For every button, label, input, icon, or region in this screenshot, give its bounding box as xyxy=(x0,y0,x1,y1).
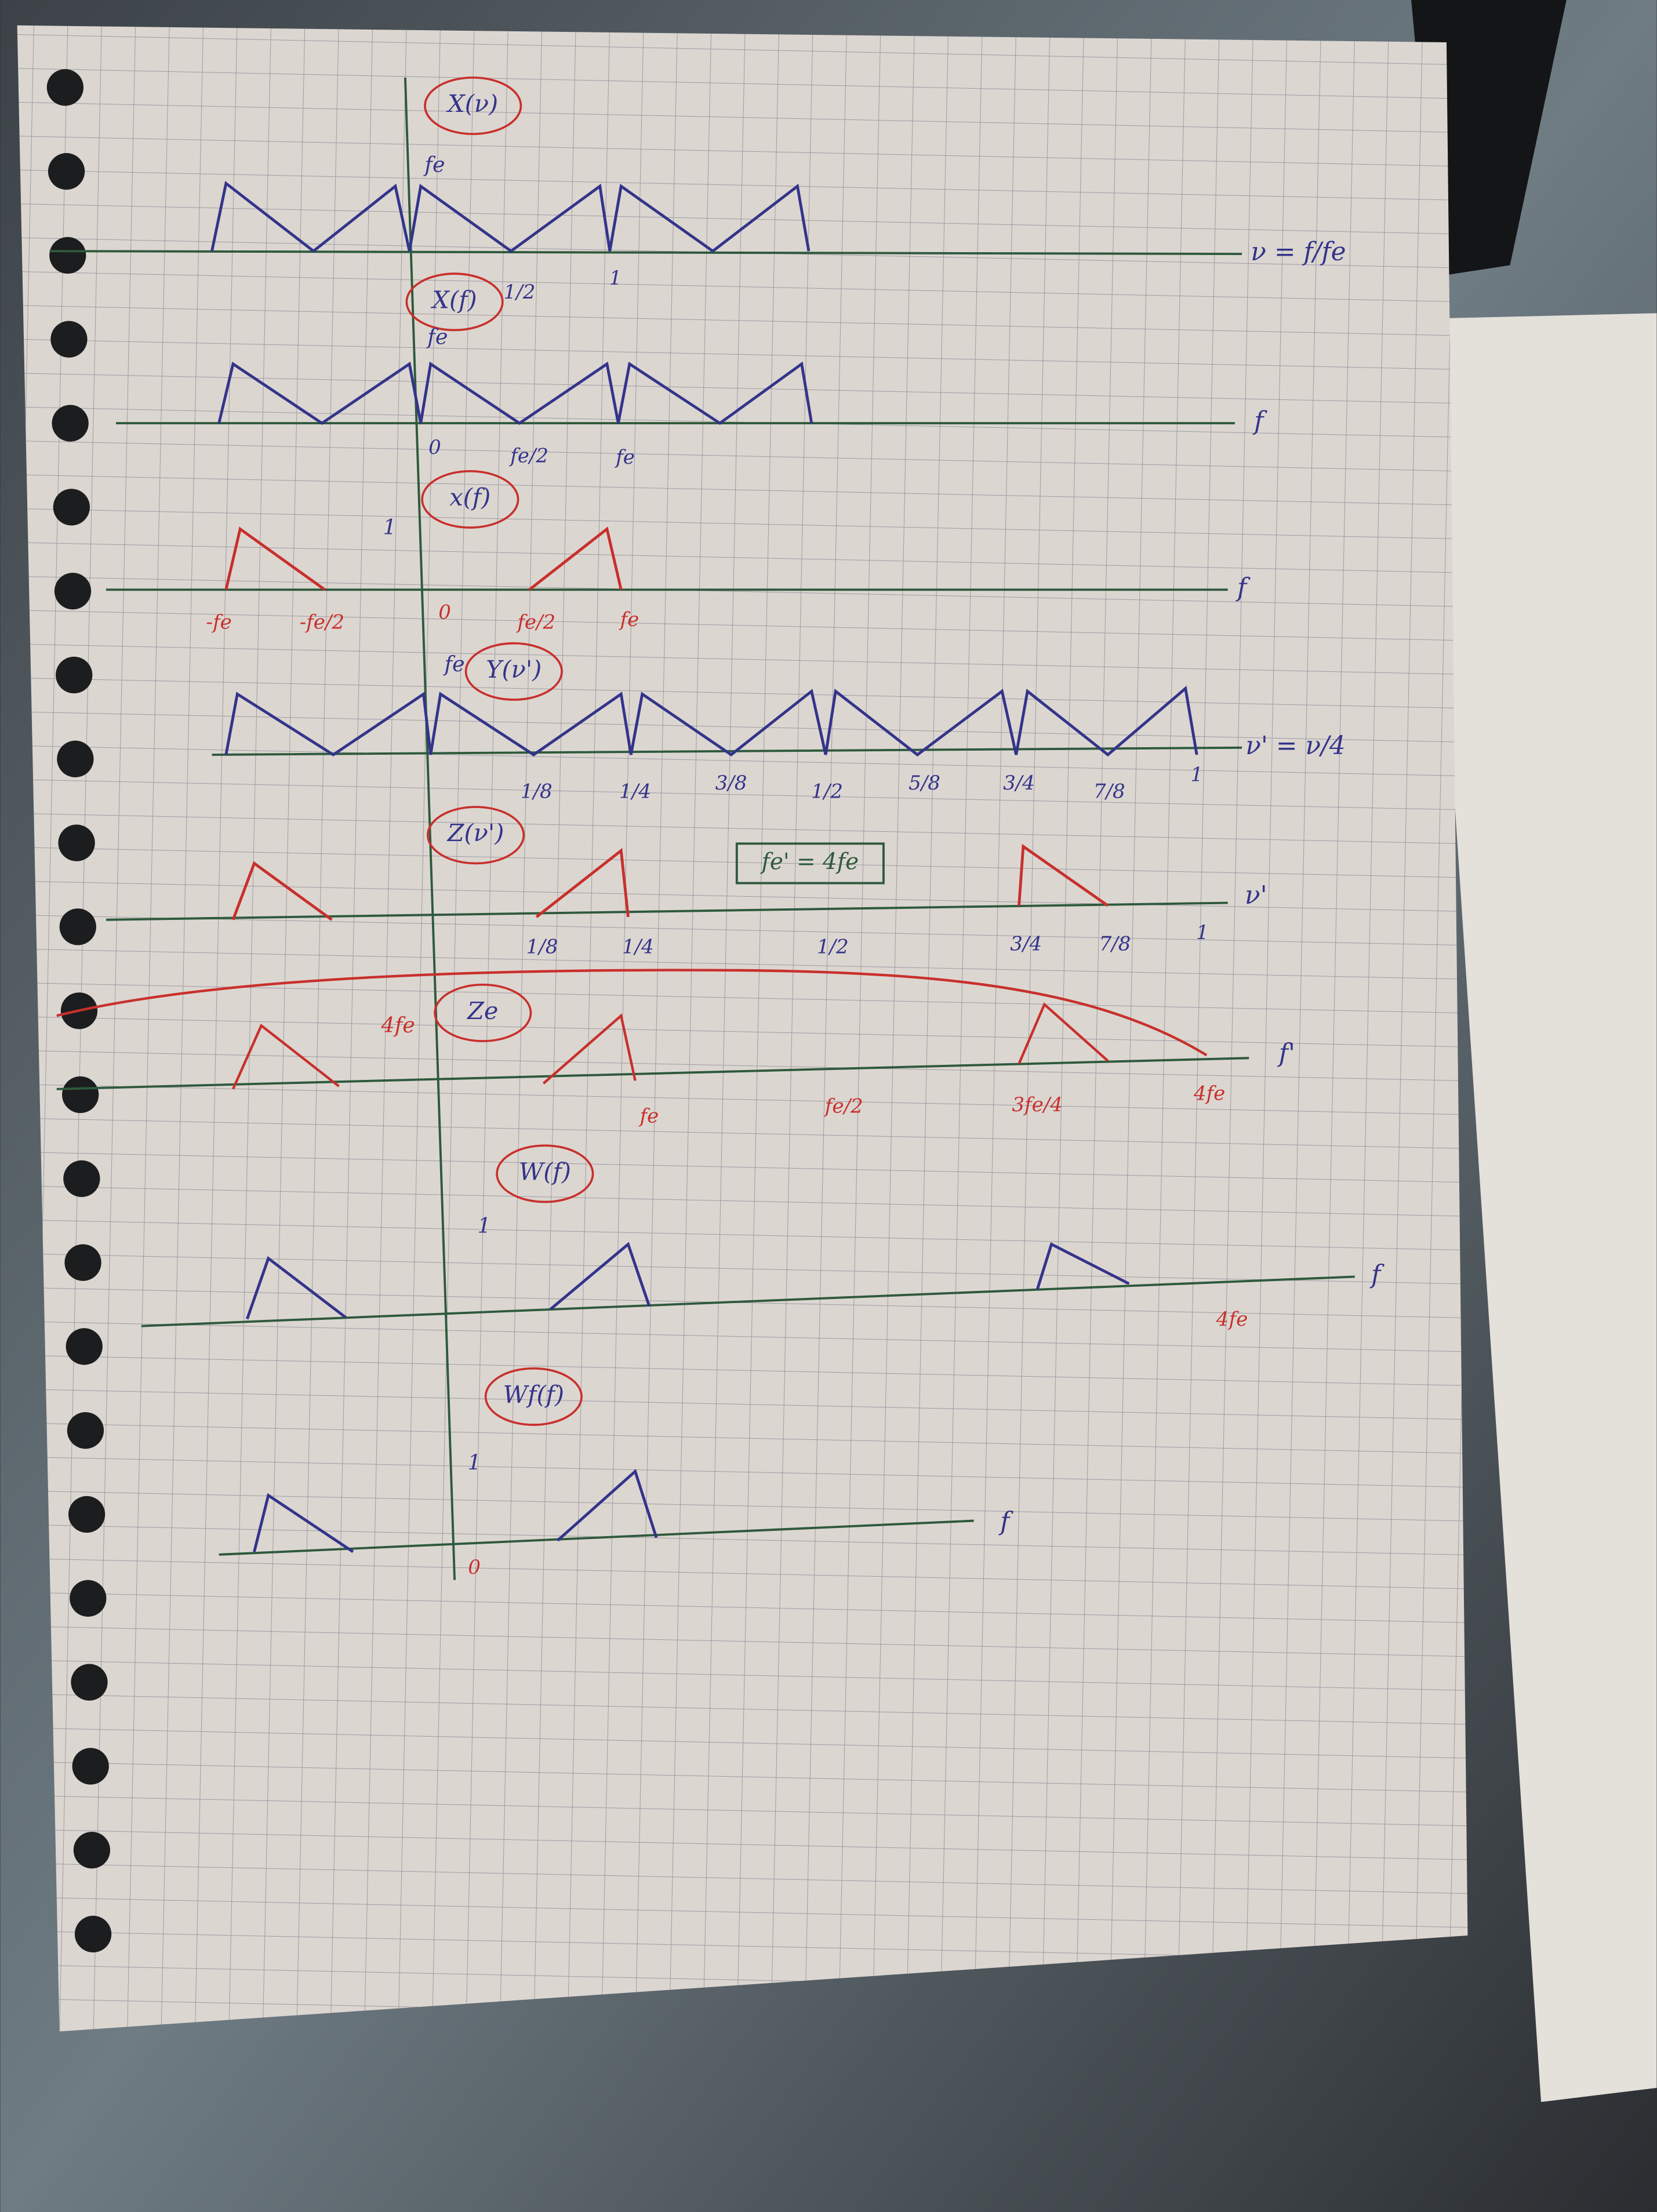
tick-label: 0 xyxy=(438,601,451,624)
spectrum-Wf xyxy=(253,1469,658,1554)
tick-label: 1/2 xyxy=(817,935,849,958)
hole xyxy=(66,1328,103,1365)
spectrum-label: Wf(f) xyxy=(503,1381,564,1409)
label-circle xyxy=(405,272,504,332)
hole xyxy=(71,1664,108,1701)
axis-label: ν = f/fe xyxy=(1251,237,1346,267)
tick-label: 1/4 xyxy=(622,935,654,958)
spectrum-label: W(f) xyxy=(519,1158,571,1185)
tick-label: fe xyxy=(638,1104,659,1127)
value-tick: 1 xyxy=(383,515,397,540)
tick-label: 7/8 xyxy=(1099,933,1131,956)
hole xyxy=(49,237,86,274)
tick-label: -fe xyxy=(206,611,232,634)
label-circle xyxy=(421,470,519,529)
hole xyxy=(62,1076,99,1114)
tick-label: 0 xyxy=(468,1556,481,1579)
hole xyxy=(50,321,88,358)
hole xyxy=(67,1412,104,1449)
label-circle xyxy=(496,1144,594,1203)
spectrum-Y xyxy=(224,685,1198,757)
hole xyxy=(53,489,90,526)
spectrum-label: Z(ν') xyxy=(446,819,504,847)
hole xyxy=(52,405,89,442)
axis-label: f' xyxy=(1277,1038,1295,1068)
spectrum-Z xyxy=(231,843,1109,921)
tick-label: 1 xyxy=(1196,921,1209,944)
tick-label: 3/4 xyxy=(1010,933,1042,956)
spectrum-label: x(f) xyxy=(449,483,490,511)
axis-label: ν' xyxy=(1245,881,1267,910)
spectrum-label: Ze xyxy=(466,997,498,1025)
tick-label: 1/4 xyxy=(619,780,651,803)
tick-label: fe xyxy=(614,446,635,469)
hole xyxy=(57,740,94,777)
hole xyxy=(59,908,96,945)
label-circle xyxy=(434,983,532,1042)
hole xyxy=(48,153,85,190)
tick-label: fe/2 xyxy=(515,611,555,634)
spectrum-Ze xyxy=(56,969,1208,1090)
hole xyxy=(56,656,93,694)
tick-label: 4fe xyxy=(1216,1308,1248,1331)
value-tick: 1 xyxy=(478,1213,491,1238)
spectrum-x-nu xyxy=(210,181,811,253)
tick-label: 1/2 xyxy=(811,780,843,803)
tick-label: 7/8 xyxy=(1093,780,1125,803)
spectrum-label: X(ν) xyxy=(446,90,498,118)
spectrum-label: X(f) xyxy=(431,286,477,314)
hole xyxy=(58,824,95,861)
tick-label: 1 xyxy=(1190,763,1203,787)
value-tick: 1 xyxy=(468,1450,481,1475)
tick-label: 3/4 xyxy=(1003,772,1035,795)
tick-label: 1/8 xyxy=(526,935,558,958)
tick-label: fe xyxy=(618,608,639,631)
value-tick: fe xyxy=(443,652,465,676)
spectrum-label: Y(ν') xyxy=(486,656,542,683)
binder-holes xyxy=(46,69,112,1953)
label-circle xyxy=(484,1367,583,1426)
hole xyxy=(64,1244,101,1281)
tick-label: fe/2 xyxy=(508,445,548,468)
hole xyxy=(46,69,84,106)
tick-label: 1/8 xyxy=(521,780,553,803)
tick-label: 4fe xyxy=(1193,1082,1225,1105)
tick-label: 5/8 xyxy=(909,772,940,795)
value-tick: fe xyxy=(426,325,448,350)
hole xyxy=(74,1915,112,1953)
side-sheet xyxy=(1422,313,1657,2102)
tick-label: 3/8 xyxy=(715,772,747,795)
spectrum-W xyxy=(246,1242,1130,1320)
note: fe' = 4fe xyxy=(760,849,859,875)
spectrum-x-f xyxy=(224,526,623,591)
hole xyxy=(63,1160,100,1197)
hole xyxy=(68,1496,106,1533)
value-tick: 4fe xyxy=(381,1013,415,1038)
label-circle xyxy=(464,642,563,701)
tick-label: 1/2 xyxy=(504,281,536,304)
tick-label: 0 xyxy=(428,436,441,459)
laptop-corner xyxy=(1411,0,1567,276)
spectrum-X-f xyxy=(217,361,813,425)
tick-label: fe/2 xyxy=(823,1094,863,1118)
hole xyxy=(73,1832,111,1869)
hole xyxy=(70,1580,107,1617)
tick-label: 1 xyxy=(609,267,622,290)
tick-label: 3fe/4 xyxy=(1012,1093,1063,1116)
tick-label: -fe/2 xyxy=(300,611,344,634)
label-circle xyxy=(427,806,525,865)
hole xyxy=(54,573,92,610)
value-tick: fe xyxy=(423,152,445,177)
axis-label: ν' = ν/4 xyxy=(1245,731,1345,761)
note-box xyxy=(735,842,885,885)
label-circle xyxy=(424,77,522,136)
hole xyxy=(72,1748,109,1785)
